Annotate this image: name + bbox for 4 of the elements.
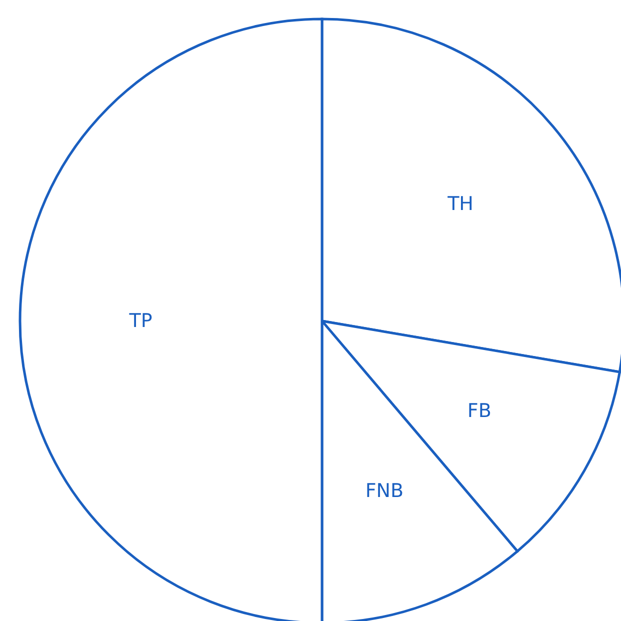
- slice-label: FB: [467, 400, 492, 422]
- slice-label: TP: [128, 310, 152, 332]
- slice-label: FNB: [365, 480, 404, 502]
- slice-label: TH: [446, 193, 474, 216]
